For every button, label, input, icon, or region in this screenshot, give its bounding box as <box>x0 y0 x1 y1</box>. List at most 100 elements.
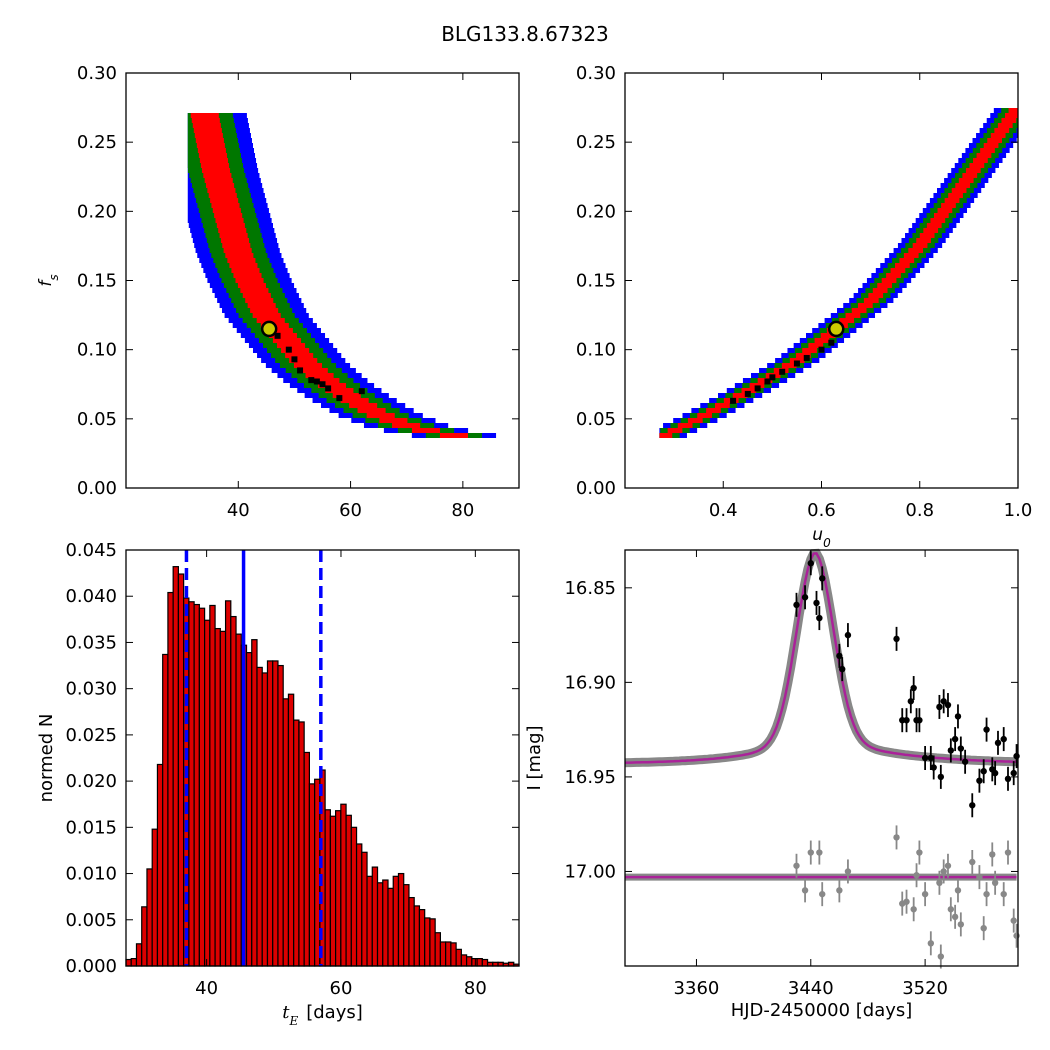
panel-lightcurve-data-point <box>951 735 959 743</box>
panel-lightcurve-residual-point <box>969 858 976 866</box>
panel-u0-fs-density-cell <box>965 168 981 173</box>
panel-hist-bar <box>366 875 373 967</box>
panel-hist-bar <box>130 958 138 967</box>
panel-hist-bar <box>329 815 337 967</box>
panel-hist-bar <box>125 958 132 967</box>
panel-hist-xlabel-main: t <box>282 1002 290 1023</box>
panel-u0-fs-density-cell <box>951 188 967 193</box>
panel-tE-fs-density-cell <box>317 383 347 388</box>
panel-lightcurve-residual-point <box>957 921 965 928</box>
panel-tE-fs-density-cell <box>240 288 269 293</box>
panel-tE-fs-density-cell <box>281 348 310 353</box>
panel-lightcurve-residual-point <box>976 873 983 881</box>
panel-tE-fs-density-cell <box>250 308 279 313</box>
panel-lightcurve-data-point <box>844 631 852 639</box>
panel-tE-fs-density-cell <box>212 208 241 213</box>
panel-hist-bar <box>350 826 358 967</box>
panel-tE-fs-best-fit-point <box>336 395 343 402</box>
panel-lightcurve-data-point <box>839 665 846 673</box>
panel-hist: 40 60 80 0.000 0.005 0.010 0.015 0.020 0.025 0.03… <box>36 540 520 1028</box>
panel-hist-xtick-label: 60 <box>330 978 353 999</box>
panel-tE-fs-density-cell <box>392 423 421 428</box>
panel-lightcurve-data-point <box>903 716 910 724</box>
panel-tE-fs-ytick-label: 0.05 <box>77 409 117 430</box>
panel-lightcurve-residual-point <box>903 898 910 905</box>
panel-u0-fs-best-fit-point <box>793 360 800 367</box>
panel-tE-fs-density-cell <box>199 158 228 163</box>
panel-tE-fs-frame <box>125 72 520 489</box>
panel-tE-fs-marker <box>260 320 278 338</box>
panel-lightcurve-data-point <box>983 726 990 733</box>
panel-tE-fs-density-cell <box>325 388 354 393</box>
panel-u0-fs-density-cell <box>839 318 855 323</box>
panel-hist-ytick-label: 0.045 <box>65 540 117 561</box>
panel-lightcurve-data-point <box>921 754 929 762</box>
panel-lightcurve-data-point <box>910 684 917 692</box>
panel-u0-fs-density-cell <box>814 338 830 343</box>
panel-lightcurve-frame <box>624 549 1019 967</box>
panel-tE-fs-density-cell <box>206 183 235 188</box>
panel-hist-bar <box>434 932 442 967</box>
panel-tE-fs-density-cell <box>218 228 247 233</box>
panel-u0-fs-density-cell <box>872 288 888 293</box>
panel-hist-bar <box>282 698 290 967</box>
panel-lightcurve-data-point <box>937 773 945 781</box>
panel-tE-fs-density-cell <box>229 263 258 268</box>
panel-lightcurve-data-point <box>991 769 999 777</box>
panel-tE-fs-density-cell <box>233 273 262 278</box>
panel-hist-xtick-label: 80 <box>464 978 487 999</box>
panel-hist-ylabel: normed N <box>36 714 57 803</box>
panel-u0-fs-ytick-label: 0.10 <box>576 340 616 361</box>
panel-lightcurve-data-point <box>1013 752 1020 760</box>
panel-u0-fs-xlabel: u0 <box>812 525 831 550</box>
panel-u0-fs-density-cell <box>923 228 939 233</box>
panel-lightcurve-residual-point <box>921 890 929 898</box>
panel-u0-fs-density-cell <box>890 268 906 273</box>
panel-hist-ytick-label: 0.015 <box>65 817 117 838</box>
panel-lightcurve-ytick-label: 16.85 <box>564 578 616 599</box>
panel-u0-fs-density-cell <box>1008 108 1018 113</box>
panel-u0-fs-density-cell <box>976 153 992 158</box>
panel-hist-bar <box>476 958 483 967</box>
panel-u0-fs-density-cell <box>948 193 963 198</box>
panel-tE-fs-density-cell <box>203 173 232 178</box>
panel-lightcurve-ytick-label: 16.90 <box>564 672 616 693</box>
panel-tE-fs-ytick-label: 0.15 <box>77 271 117 292</box>
panel-hist-bar <box>355 843 363 967</box>
panel-u0-fs-marker <box>827 320 845 338</box>
panel-lightcurve-residual-point <box>927 940 935 947</box>
panel-u0-fs-best-fit-point <box>803 354 810 361</box>
panel-tE-fs-density-cell <box>194 133 223 138</box>
panel-lightcurve-data-point <box>813 599 820 607</box>
panel-tE-fs-density-cell <box>311 378 340 383</box>
panel-u0-fs-ytick-label: 0.05 <box>576 409 616 430</box>
panel-tE-fs-best-fit-point <box>325 385 332 392</box>
panel-u0-fs-density-cell <box>941 203 956 208</box>
panel-tE-fs-density-cell <box>379 418 408 423</box>
panel-hist-bar <box>345 814 352 967</box>
panel-hist-bar <box>177 573 185 967</box>
panel-u0-fs-density-cell <box>983 143 999 148</box>
panel-lightcurve-residual-point <box>1000 890 1007 898</box>
panel-hist-bar <box>141 906 148 967</box>
panel-lightcurve-residual-point <box>1010 917 1017 924</box>
panel-lightcurve-data-point <box>927 754 935 762</box>
panel-hist-bar <box>224 600 232 967</box>
panel-u0-fs-density-cell <box>706 408 721 413</box>
panel-u0-fs-xtick-label: 0.6 <box>807 500 836 521</box>
panel-lightcurve-data-point <box>801 594 809 601</box>
panel-lightcurve-xtick-label: 3440 <box>788 978 834 999</box>
panel-tE-fs-density-cell <box>208 193 237 198</box>
panel-lightcurve-ytick-label: 16.95 <box>564 767 616 788</box>
panel-tE-fs-density-cell <box>272 338 302 343</box>
panel-tE-fs-density-cell <box>216 223 245 228</box>
panel-hist-bar <box>198 607 206 967</box>
panel-lightcurve-residual-point <box>913 872 920 879</box>
panel-hist-bar <box>172 566 180 967</box>
panel-u0-fs-density-cell <box>912 243 928 248</box>
panel-lightcurve-residual-point <box>910 906 917 913</box>
panel-hist-bar <box>251 639 258 967</box>
panel-u0-fs-best-fit-point <box>754 385 761 392</box>
panel-tE-fs-density-cell <box>190 113 219 118</box>
